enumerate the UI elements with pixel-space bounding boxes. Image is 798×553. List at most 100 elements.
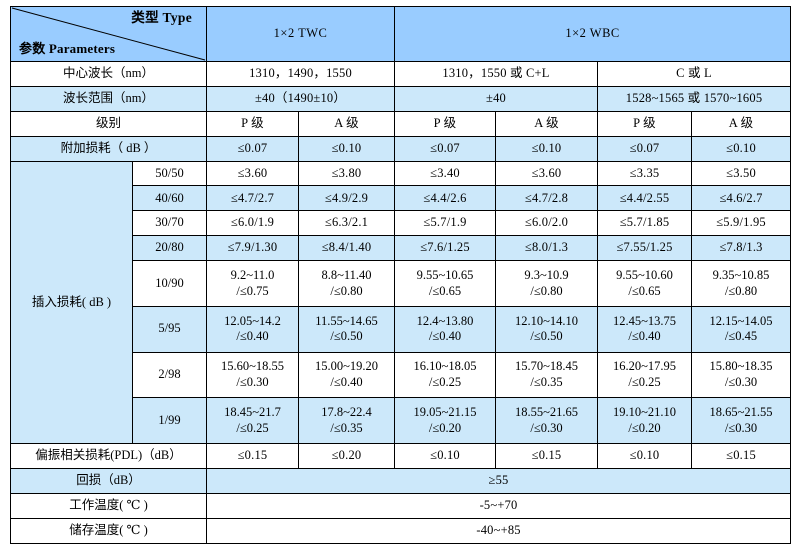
il-2-98-col-6-line1: 15.80~18.35 [709,359,773,374]
label-return-loss: 回损（dB） [10,468,207,495]
row-insertion-loss-2-98: 2/98 15.60~18.55 /≤0.30 15.00~19.20 /≤0.… [11,351,792,399]
il-1-99-col-6-line1: 18.65~21.55 [709,405,773,420]
ratio-10-90: 10/90 [132,260,207,307]
il-5-95-col-6-line1: 12.15~14.05 [709,313,773,328]
row-excess-loss: 附加损耗（ dB ） ≤0.07 ≤0.10 ≤0.07 ≤0.10 ≤0.07… [10,135,792,162]
operating-temp-value: -5~+70 [205,493,792,519]
il-10-90-col-5-line2: /≤0.65 [628,283,661,298]
il-5-95-col-2: 11.55~14.65 /≤0.50 [297,305,396,353]
il-1-99-col-1-line2: /≤0.25 [236,420,269,435]
label-wavelength-range: 波长范围（nm） [10,85,207,112]
il-10-90-col-3: 9.55~10.65 /≤0.65 [394,260,497,307]
il-50-50-col-4: ≤3.60 [495,160,599,187]
il-10-90-col-4-line2: /≤0.80 [530,283,563,298]
center-wavelength-twc: 1310，1490，1550 [205,61,396,87]
grade-col-3: P 级 [394,110,497,137]
il-5-95-col-2-line2: /≤0.50 [330,329,363,344]
il-2-98-col-2: 15.00~19.20 /≤0.40 [297,351,396,399]
il-10-90-col-2: 8.8~11.40 /≤0.80 [297,260,396,307]
pdl-col-4: ≤0.15 [495,443,599,470]
il-10-90-col-6-line2: /≤0.80 [724,283,758,298]
il-2-98-col-2-line1: 15.00~19.20 [315,359,379,374]
il-1-99-col-5: 19.10~21.10 /≤0.20 [597,397,693,445]
il-5-95-col-4: 12.10~14.10 /≤0.50 [495,305,599,353]
il-5-95-col-6-line2: /≤0.45 [724,329,758,344]
il-5-95-col-1-line1: 12.05~14.2 [224,313,281,328]
il-30-70-col-1: ≤6.0/1.9 [206,210,299,237]
il-10-90-col-1-line2: /≤0.75 [236,283,269,298]
il-2-98-col-6-line2: /≤0.30 [724,375,758,390]
label-grade: 级别 [10,110,207,137]
excess-loss-col-1: ≤0.07 [206,135,299,162]
il-1-99-col-6-line2: /≤0.30 [724,420,758,435]
il-2-98-col-5-line2: /≤0.25 [628,375,661,390]
il-1-99-col-4-line2: /≤0.30 [530,420,563,435]
il-2-98-col-2-line2: /≤0.40 [330,375,363,390]
label-operating-temp: 工作温度( ℃ ) [10,493,207,519]
ratio-40-60: 40/60 [132,185,207,212]
wavelength-range-wbc-2: 1528~1565 或 1570~1605 [597,85,792,112]
label-excess-loss: 附加损耗（ dB ） [10,135,207,162]
il-1-99-col-4-line1: 18.55~21.65 [515,405,579,420]
excess-loss-col-2: ≤0.10 [297,135,396,162]
il-5-95-col-4-line2: /≤0.50 [530,329,563,344]
grade-col-1: P 级 [206,110,299,137]
label-insertion-loss: 插入损耗( dB ) [10,160,133,445]
ratio-30-70: 30/70 [132,210,207,237]
il-10-90-col-4: 9.3~10.9 /≤0.80 [495,260,599,307]
grade-col-4: A 级 [495,110,599,137]
return-loss-value: ≥55 [205,468,792,495]
type-header-twc: 1×2 TWC [205,6,396,62]
il-2-98-col-5-line1: 16.20~17.95 [613,359,677,374]
il-40-60-col-3: ≤4.4/2.6 [394,185,497,212]
il-2-98-col-3: 16.10~18.05 /≤0.25 [394,351,497,399]
pdl-col-2: ≤0.20 [297,443,396,470]
il-50-50-col-3: ≤3.40 [394,160,497,187]
il-40-60-col-1: ≤4.7/2.7 [206,185,299,212]
excess-loss-col-4: ≤0.10 [495,135,599,162]
pdl-col-5: ≤0.10 [597,443,693,470]
il-5-95-col-3: 12.4~13.80 /≤0.40 [394,305,497,353]
il-20-80-col-3: ≤7.6/1.25 [394,235,497,262]
row-insertion-loss-1-99: 1/99 18.45~21.7 /≤0.25 17.8~22.4 /≤0.35 … [11,397,792,445]
grade-col-5: P 级 [597,110,693,137]
il-1-99-col-2-line1: 17.8~22.4 [321,405,372,420]
header-row: 类型 Type 参数 Parameters 1×2 TWC 1×2 WBC [10,6,792,62]
il-1-99-col-6: 18.65~21.55 /≤0.30 [691,397,792,445]
il-1-99-col-3: 19.05~21.15 /≤0.20 [394,397,497,445]
label-pdl: 偏振相关损耗(PDL)（dB） [10,443,207,470]
il-10-90-col-3-line2: /≤0.65 [428,283,462,298]
corner-param-label: 参数 Parameters [19,40,116,56]
grade-col-2: A 级 [297,110,396,137]
il-40-60-col-2: ≤4.9/2.9 [297,185,396,212]
il-50-50-col-2: ≤3.80 [297,160,396,187]
center-wavelength-wbc-1: 1310，1550 或 C+L [394,61,599,87]
il-20-80-col-1: ≤7.9/1.30 [206,235,299,262]
il-1-99-col-3-line2: /≤0.20 [428,420,462,435]
pdl-col-1: ≤0.15 [206,443,299,470]
wavelength-range-twc: ±40（1490±10） [205,85,396,112]
il-30-70-col-6: ≤5.9/1.95 [691,210,792,237]
il-2-98-col-3-line2: /≤0.25 [428,375,462,390]
il-1-99-col-4: 18.55~21.65 /≤0.30 [495,397,599,445]
il-20-80-col-6: ≤7.8/1.3 [691,235,792,262]
il-10-90-col-5-line1: 9.55~10.60 [616,267,673,282]
il-1-99-col-2: 17.8~22.4 /≤0.35 [297,397,396,445]
specification-table: 类型 Type 参数 Parameters 1×2 TWC 1×2 WBC 中心… [10,6,792,545]
excess-loss-col-3: ≤0.07 [394,135,497,162]
il-1-99-col-1: 18.45~21.7 /≤0.25 [206,397,299,445]
ratio-20-80: 20/80 [132,235,207,262]
storage-temp-value: -40~+85 [205,517,792,545]
il-20-80-col-4: ≤8.0/1.3 [495,235,599,262]
il-1-99-col-5-line1: 19.10~21.10 [613,405,677,420]
il-5-95-col-3-line2: /≤0.40 [428,329,462,344]
row-insertion-loss-5-95: 5/95 12.05~14.2 /≤0.40 11.55~14.65 /≤0.5… [11,305,792,353]
row-insertion-loss-20-80: 20/80 ≤7.9/1.30 ≤8.4/1.40 ≤7.6/1.25 ≤8.0… [11,235,792,262]
il-2-98-col-4-line2: /≤0.35 [530,375,563,390]
il-40-60-col-6: ≤4.6/2.7 [691,185,792,212]
il-10-90-col-2-line2: /≤0.80 [330,283,363,298]
ratio-50-50: 50/50 [132,160,207,187]
type-header-wbc: 1×2 WBC [394,6,792,62]
il-30-70-col-2: ≤6.3/2.1 [297,210,396,237]
il-20-80-col-5: ≤7.55/1.25 [597,235,693,262]
